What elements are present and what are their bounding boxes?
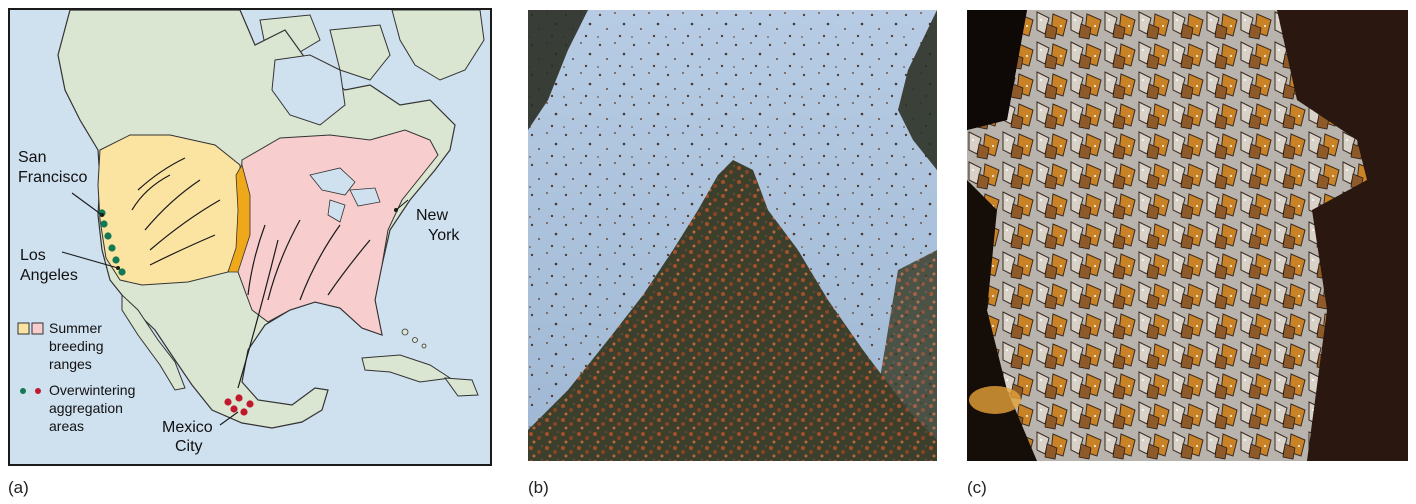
monarch-butterfly-cluster bbox=[967, 10, 1367, 461]
bahamas-land bbox=[412, 337, 418, 343]
city-leader-lines bbox=[61, 192, 409, 426]
tree-branch-right bbox=[898, 10, 937, 170]
oyamel-fir-tree bbox=[528, 160, 937, 461]
monarch-wing-closeup bbox=[969, 386, 1021, 414]
panel-label-a: (a) bbox=[8, 478, 29, 497]
western-migration-arrows bbox=[131, 157, 221, 266]
new-york-label: New York bbox=[416, 207, 460, 244]
western-summer-range bbox=[97, 134, 243, 286]
cuba-land bbox=[361, 354, 452, 383]
migration-map: San Francisco Los Angeles New York Mexic… bbox=[10, 10, 490, 464]
san-francisco-marker bbox=[100, 213, 104, 217]
legend-dot-green bbox=[20, 388, 26, 394]
tree-right-edge bbox=[878, 250, 937, 461]
great-lakes-water bbox=[327, 199, 346, 223]
panel-label-b: (b) bbox=[528, 478, 549, 497]
hudson-bay-water bbox=[271, 54, 346, 126]
bahamas-land bbox=[401, 328, 409, 336]
legend-overwintering-label: Overwintering aggregation areas bbox=[49, 382, 139, 434]
migration-map-panel: San Francisco Los Angeles New York Mexic… bbox=[8, 8, 492, 466]
map-legend: Summer breeding ranges Overwintering agg… bbox=[17, 320, 139, 434]
baja-california-land bbox=[121, 293, 186, 391]
legend-dot-red bbox=[35, 388, 41, 394]
legend-swatch-western bbox=[17, 322, 30, 335]
monarch-cluster-illustration bbox=[967, 10, 1408, 461]
new-york-marker bbox=[394, 208, 398, 212]
los-angeles-label: Los Angeles bbox=[20, 247, 78, 284]
mexico-overwintering-dots bbox=[224, 394, 254, 416]
arctic-island-land bbox=[329, 24, 391, 81]
mexico-city-label: Mexico City bbox=[162, 419, 217, 455]
hispaniola-land bbox=[443, 377, 479, 397]
legend-summer-label: Summer breeding ranges bbox=[49, 320, 107, 372]
los-angeles-marker bbox=[116, 266, 120, 270]
eastern-migration-arrows bbox=[237, 219, 371, 389]
greenland-land bbox=[391, 10, 485, 81]
monarch-cluster-photo bbox=[967, 10, 1408, 461]
butterfly-swarm-photo bbox=[528, 10, 937, 461]
butterfly-swarm-illustration bbox=[528, 10, 937, 461]
san-francisco-label: San Francisco bbox=[18, 149, 87, 186]
legend-swatch-eastern bbox=[31, 322, 44, 335]
range-overlap-zone bbox=[227, 163, 251, 273]
great-lakes-water bbox=[349, 187, 381, 207]
dark-left-edge bbox=[967, 10, 1027, 130]
eastern-summer-range bbox=[237, 129, 439, 336]
panel-label-c: (c) bbox=[967, 478, 987, 497]
bahamas-land bbox=[421, 343, 427, 349]
great-lakes-water bbox=[309, 167, 356, 196]
tree-branch-top-left bbox=[528, 10, 588, 130]
